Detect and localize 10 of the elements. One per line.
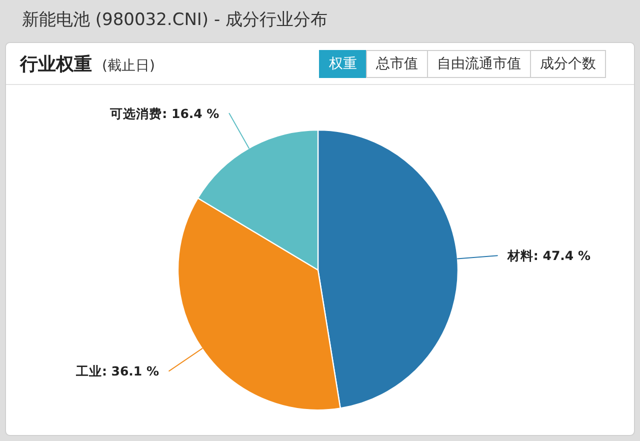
slice-label: 可选消费: 16.4 %	[109, 106, 220, 121]
chart-title: 新能电池 (980032.CNI) - 成分行业分布	[22, 9, 328, 31]
slice-label: 材料: 47.4 %	[506, 248, 591, 264]
chart-subtitle: 行业权重	[20, 54, 92, 75]
text: 自由流通市值	[427, 50, 531, 78]
slice-label: 工业: 36.1 %	[74, 364, 160, 379]
text: (截止日)	[102, 58, 155, 74]
text: 成分个数	[530, 50, 606, 78]
text: 总市值	[366, 50, 428, 78]
text: 权重	[319, 50, 367, 78]
